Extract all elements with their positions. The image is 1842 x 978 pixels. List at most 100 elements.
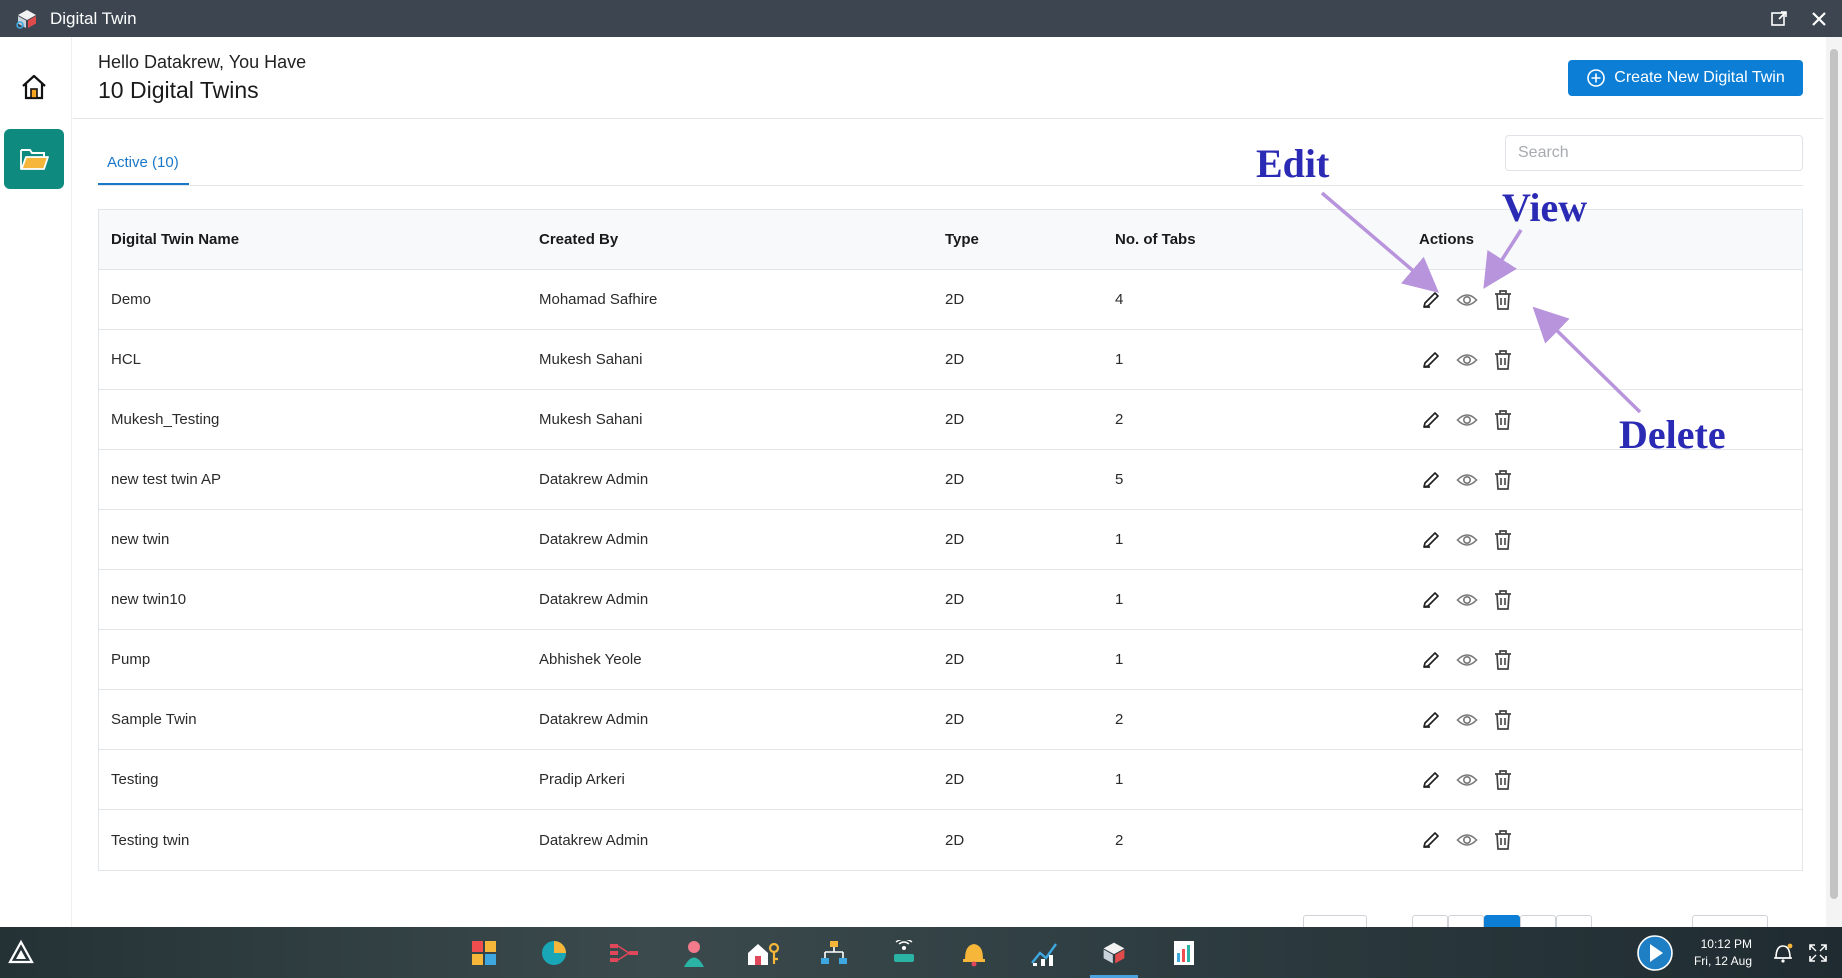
table-row[interactable]: new test twin AP Datakrew Admin 2D 5 — [99, 450, 1802, 510]
taskbar-analytics-icon[interactable] — [1026, 935, 1062, 971]
edit-icon[interactable] — [1419, 408, 1443, 432]
cell-tabs-count: 2 — [1115, 831, 1124, 849]
edit-icon[interactable] — [1419, 528, 1443, 552]
tab-active[interactable]: Active (10) — [107, 154, 179, 171]
delete-icon[interactable] — [1491, 288, 1515, 312]
taskbar-pie-chart-icon[interactable] — [536, 935, 572, 971]
cell-type: 2D — [945, 411, 965, 428]
delete-icon[interactable] — [1491, 828, 1515, 852]
table-row[interactable]: new twin Datakrew Admin 2D 1 — [99, 510, 1802, 570]
vertical-scrollbar[interactable] — [1826, 37, 1842, 927]
cell-name: new twin10 — [111, 591, 187, 608]
table-row[interactable]: HCL Mukesh Sahani 2D 1 — [99, 330, 1802, 390]
edit-icon[interactable] — [1419, 348, 1443, 372]
popout-icon[interactable] — [1770, 10, 1788, 28]
edit-icon[interactable] — [1419, 708, 1443, 732]
taskbar-workflow-icon[interactable] — [606, 935, 642, 971]
delete-icon[interactable] — [1491, 648, 1515, 672]
page-title: 10 Digital Twins — [98, 77, 259, 103]
taskbar-home-key-icon[interactable] — [746, 935, 782, 971]
home-icon — [22, 74, 46, 100]
delete-icon[interactable] — [1491, 528, 1515, 552]
pagination-next[interactable] — [1520, 915, 1556, 927]
taskbar-user-icon[interactable] — [676, 935, 712, 971]
cell-created-by: Pradip Arkeri — [539, 771, 625, 788]
table-row[interactable]: Mukesh_Testing Mukesh Sahani 2D 2 — [99, 390, 1802, 450]
view-icon[interactable] — [1455, 468, 1479, 492]
column-header-actions: Actions — [1419, 231, 1475, 248]
go-to-page-input[interactable] — [1692, 915, 1768, 927]
delete-icon[interactable] — [1491, 468, 1515, 492]
delete-icon[interactable] — [1491, 588, 1515, 612]
digital-twins-table: Digital Twin Name Created By Type No. of… — [98, 209, 1803, 871]
delete-icon[interactable] — [1491, 708, 1515, 732]
view-icon[interactable] — [1455, 768, 1479, 792]
delete-icon[interactable] — [1491, 408, 1515, 432]
edit-icon[interactable] — [1419, 828, 1443, 852]
view-icon[interactable] — [1455, 528, 1479, 552]
rows-per-page-select[interactable] — [1303, 915, 1367, 927]
delete-icon[interactable] — [1491, 348, 1515, 372]
cell-name: Demo — [111, 291, 152, 308]
taskbar-hierarchy-icon[interactable] — [816, 935, 852, 971]
pagination-current-page[interactable] — [1484, 915, 1520, 927]
clock-time: 10:12 PM — [1700, 936, 1752, 951]
taskbar-clock: 10:12 PM Fri, 12 Aug — [1694, 936, 1752, 970]
close-icon[interactable] — [1810, 10, 1828, 28]
edit-icon[interactable] — [1419, 288, 1443, 312]
sidebar-item-digital-twins[interactable] — [4, 129, 64, 189]
cell-actions — [1419, 288, 1515, 312]
table-row[interactable]: new twin10 Datakrew Admin 2D 1 — [99, 570, 1802, 630]
taskbar-report-icon[interactable] — [1166, 935, 1202, 971]
taskbar-dashboard-icon[interactable] — [466, 935, 502, 971]
cell-actions — [1419, 828, 1515, 852]
cell-name: HCL — [111, 351, 142, 368]
table-row[interactable]: Pump Abhishek Yeole 2D 1 — [99, 630, 1802, 690]
column-header-tabs: No. of Tabs — [1115, 231, 1196, 248]
scrollbar-thumb[interactable] — [1830, 49, 1838, 899]
view-icon[interactable] — [1455, 408, 1479, 432]
app-logo-icon[interactable] — [1636, 934, 1674, 972]
cell-created-by: Datakrew Admin — [539, 471, 649, 488]
edit-icon[interactable] — [1419, 468, 1443, 492]
taskbar-digital-twin-icon[interactable] — [1090, 935, 1138, 978]
cell-type: 2D — [945, 471, 965, 488]
create-digital-twin-button[interactable]: Create New Digital Twin — [1568, 60, 1803, 96]
view-icon[interactable] — [1455, 348, 1479, 372]
tabs-divider — [98, 185, 1803, 186]
cell-type: 2D — [945, 651, 965, 668]
view-icon[interactable] — [1455, 288, 1479, 312]
pagination-first[interactable] — [1412, 915, 1448, 927]
view-icon[interactable] — [1455, 648, 1479, 672]
cell-tabs-count: 2 — [1115, 411, 1124, 428]
edit-icon[interactable] — [1419, 588, 1443, 612]
table-row[interactable]: Sample Twin Datakrew Admin 2D 2 — [99, 690, 1802, 750]
window-title: Digital Twin — [50, 8, 137, 28]
pagination-prev[interactable] — [1448, 915, 1484, 927]
start-menu-icon[interactable] — [8, 939, 34, 965]
sidebar-item-home[interactable] — [4, 57, 64, 117]
cell-tabs-count: 5 — [1115, 471, 1124, 488]
cell-name: new twin — [111, 531, 170, 548]
pagination-last[interactable] — [1556, 915, 1592, 927]
main-content: Hello Datakrew, You Have 10 Digital Twin… — [73, 37, 1823, 927]
taskbar-signal-device-icon[interactable] — [886, 935, 922, 971]
delete-icon[interactable] — [1491, 768, 1515, 792]
table-row[interactable]: Testing twin Datakrew Admin 2D 2 — [99, 810, 1802, 870]
cell-created-by: Datakrew Admin — [539, 831, 649, 849]
table-row[interactable]: Testing Pradip Arkeri 2D 1 — [99, 750, 1802, 810]
cell-actions — [1419, 768, 1515, 792]
edit-icon[interactable] — [1419, 648, 1443, 672]
folder-open-icon — [20, 149, 49, 170]
notification-bell-icon[interactable] — [1772, 942, 1794, 964]
edit-icon[interactable] — [1419, 768, 1443, 792]
view-icon[interactable] — [1455, 588, 1479, 612]
cell-actions — [1419, 468, 1515, 492]
cell-created-by: Datakrew Admin — [539, 711, 649, 728]
fullscreen-icon[interactable] — [1808, 943, 1828, 963]
view-icon[interactable] — [1455, 708, 1479, 732]
taskbar-bell-icon[interactable] — [956, 935, 992, 971]
search-input[interactable] — [1505, 135, 1803, 171]
view-icon[interactable] — [1455, 828, 1479, 852]
table-row[interactable]: Demo Mohamad Safhire 2D 4 — [99, 270, 1802, 330]
